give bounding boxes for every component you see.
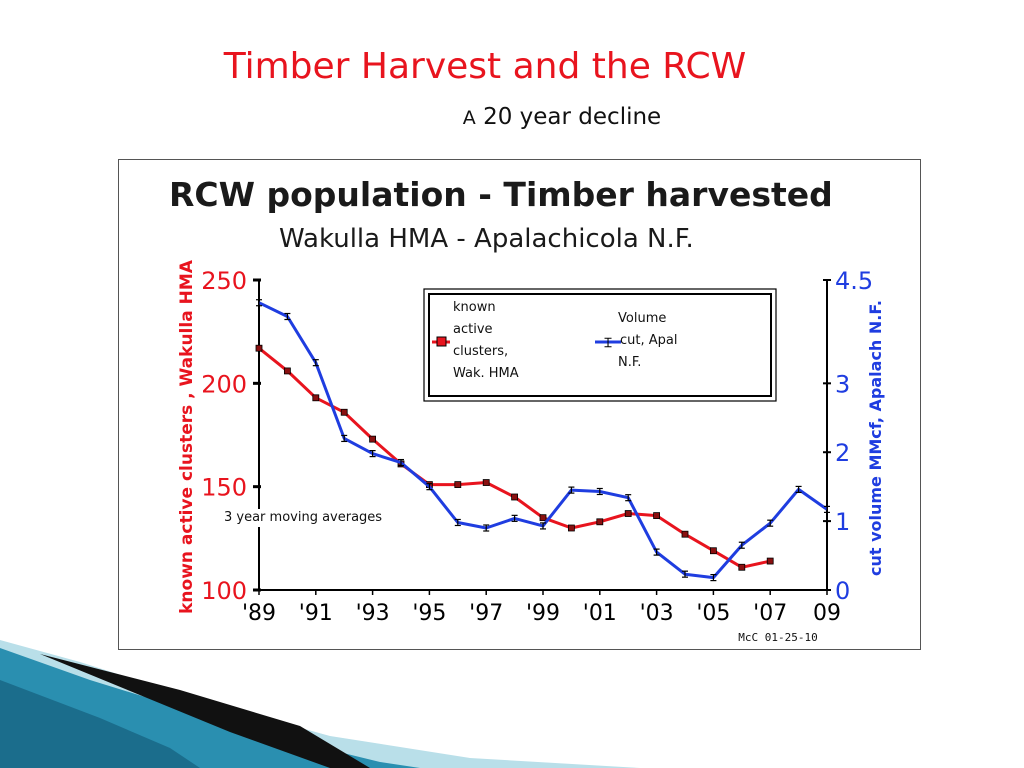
subtitle-text: 20 year decline xyxy=(475,104,662,130)
y-left-tick-label: 150 xyxy=(201,474,247,502)
series-point-clusters xyxy=(369,435,377,443)
series-point-clusters xyxy=(710,547,717,555)
legend-red-marker xyxy=(436,336,447,347)
chart-frame: RCW population - Timber harvested Wakull… xyxy=(118,159,921,650)
swoosh-deep xyxy=(0,680,200,768)
y-right-tick-label: 3 xyxy=(835,370,850,398)
decorative-swoosh xyxy=(0,640,640,768)
x-tick-label: '03 xyxy=(640,601,674,626)
legend-entry-clusters: known active clusters, Wak. HMA xyxy=(453,300,519,381)
series-point-volume xyxy=(511,514,518,522)
x-tick-label: '01 xyxy=(583,601,617,626)
series-point-volume xyxy=(738,541,745,549)
x-tick-label: '89 xyxy=(242,601,276,626)
series-point-volume xyxy=(568,486,575,494)
chart-subtitle: Wakulla HMA - Apalachicola N.F. xyxy=(279,224,694,254)
series-point-volume xyxy=(483,524,490,532)
x-tick-label: '93 xyxy=(356,601,390,626)
series-point-volume xyxy=(824,505,830,513)
x-tick-label: '99 xyxy=(526,601,560,626)
x-tick-label: 09 xyxy=(813,601,841,626)
series-point-clusters xyxy=(482,479,490,486)
x-tick-label: '91 xyxy=(299,601,333,626)
series-point-clusters xyxy=(766,557,774,565)
series-point-clusters xyxy=(653,512,660,520)
chart-svg: RCW population - Timber harvested Wakull… xyxy=(169,175,885,626)
x-tick-label: '97 xyxy=(469,601,503,626)
legend-inner-box xyxy=(428,293,772,397)
series-point-clusters xyxy=(738,563,746,571)
y-right-tick-label: 1 xyxy=(835,508,850,536)
series-point-volume xyxy=(341,434,348,443)
series-point-clusters xyxy=(511,493,519,501)
series-point-volume xyxy=(426,483,433,491)
series-point-clusters xyxy=(255,344,263,352)
chart-title: RCW population - Timber harvested xyxy=(169,175,833,214)
series-point-volume xyxy=(312,359,319,367)
y-left-tick-label: 250 xyxy=(201,267,247,295)
y-left-tick-label: 200 xyxy=(201,370,247,398)
axes-group: 250 200 150 100 4.5 3 2 1 0 '89 '91 '93 '95 '97 '99 '01… xyxy=(201,267,873,626)
series-point-volume xyxy=(454,518,461,527)
y-axis-left-label: known active clusters , Wakulla HMA xyxy=(177,259,197,614)
series-point-volume xyxy=(653,548,660,556)
series-point-volume xyxy=(767,519,774,527)
swoosh-dark xyxy=(40,654,370,768)
series-point-volume xyxy=(625,494,632,502)
legend-entry-volume: Volume cut, Apal N.F. xyxy=(618,311,682,370)
legend-blue-marker: ⌶ xyxy=(604,336,612,351)
y-right-tick-label: 4.5 xyxy=(835,267,873,295)
credit-label: McC 01-25-10 xyxy=(708,628,848,648)
y-left-tick-label: 100 xyxy=(201,577,247,605)
subtitle-cap: A xyxy=(462,107,476,129)
slide-subtitle: A 20 year decline xyxy=(0,104,1024,130)
slide-title: Timber Harvest and the RCW xyxy=(223,46,747,87)
series-point-clusters xyxy=(624,510,632,517)
series-point-volume xyxy=(369,450,376,458)
series-point-clusters xyxy=(283,367,291,375)
series-point-clusters xyxy=(567,524,575,532)
series-point-volume xyxy=(682,570,688,578)
series-point-clusters xyxy=(312,394,320,402)
y-right-tick-label: 0 xyxy=(835,577,850,605)
series-point-volume xyxy=(284,312,291,321)
series-point-clusters xyxy=(539,514,547,522)
series-point-volume xyxy=(596,487,603,496)
series-point-volume xyxy=(710,574,717,582)
moving-average-note: 3 year moving averages xyxy=(222,509,422,527)
series-point-volume xyxy=(795,485,802,494)
series-layer xyxy=(255,299,830,582)
x-tick-label: '05 xyxy=(696,601,730,626)
x-tick-label: '95 xyxy=(412,601,446,626)
series-point-volume xyxy=(398,458,404,467)
series-point-clusters xyxy=(681,530,689,538)
y-axis-right-label: cut volume MMcf, Apalach N.F. xyxy=(866,300,885,576)
legend: known active clusters, Wak. HMA ⌶ Volume… xyxy=(423,288,777,402)
series-point-clusters xyxy=(454,481,462,489)
series-point-volume xyxy=(256,299,262,307)
series-point-volume xyxy=(540,522,546,530)
y-right-tick-label: 2 xyxy=(835,439,850,467)
series-point-clusters xyxy=(596,518,604,526)
x-tick-label: '07 xyxy=(753,601,787,626)
series-point-clusters xyxy=(340,408,348,416)
